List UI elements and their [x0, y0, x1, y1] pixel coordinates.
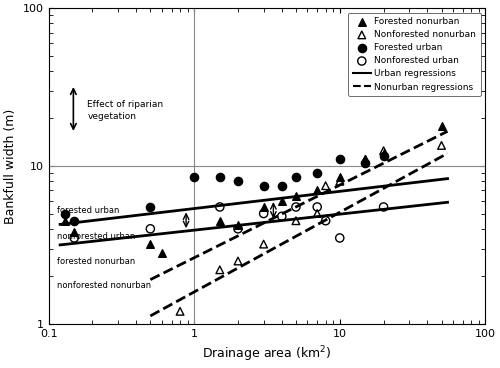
Forested urban: [278, 183, 286, 189]
Forested nonurban: [234, 223, 242, 229]
Nonforested urban: [313, 204, 321, 210]
Nonforested nonurban: [176, 308, 184, 314]
Forested nonurban: [146, 241, 154, 247]
Nonforested nonurban: [362, 156, 370, 162]
Nonforested nonurban: [322, 183, 330, 189]
Nonforested nonurban: [313, 210, 321, 216]
Forested urban: [146, 204, 154, 210]
Forested urban: [260, 183, 268, 189]
Nonforested urban: [70, 235, 78, 241]
Line: Urban regressions: Urban regressions: [60, 178, 448, 224]
Nonforested nonurban: [380, 148, 388, 154]
Forested urban: [313, 170, 321, 176]
Forested nonurban: [292, 192, 300, 198]
Nonforested urban: [336, 235, 344, 241]
Nonurban regressions: [444, 129, 450, 134]
Line: Nonurban regressions: Nonurban regressions: [150, 131, 448, 280]
Nonforested nonurban: [292, 218, 300, 224]
Nonforested urban: [278, 213, 286, 219]
Nonforested urban: [260, 210, 268, 216]
Forested urban: [61, 210, 69, 216]
Forested urban: [292, 174, 300, 180]
Urban regressions: [444, 176, 450, 181]
Forested nonurban: [336, 174, 344, 180]
Forested nonurban: [61, 218, 69, 224]
Nonforested urban: [322, 218, 330, 224]
Text: Effect of riparian
vegetation: Effect of riparian vegetation: [88, 100, 164, 121]
Forested urban: [190, 174, 198, 180]
Forested urban: [362, 160, 370, 166]
Text: forested nonurban: forested nonurban: [58, 256, 136, 265]
Forested nonurban: [380, 151, 388, 156]
Text: forested urban: forested urban: [58, 206, 120, 215]
Legend: Forested nonurban, Nonforested nonurban, Forested urban, Nonforested urban, Urba: Forested nonurban, Nonforested nonurban,…: [348, 13, 481, 96]
Urban regressions: [57, 222, 63, 227]
Nonforested nonurban: [438, 142, 446, 148]
Nonforested nonurban: [260, 241, 268, 247]
Forested nonurban: [313, 187, 321, 193]
Nonforested urban: [216, 204, 224, 210]
Forested nonurban: [260, 204, 268, 210]
Nonforested urban: [146, 226, 154, 232]
Forested nonurban: [70, 229, 78, 235]
Forested nonurban: [362, 156, 370, 162]
Forested urban: [380, 153, 388, 159]
Nonforested urban: [380, 204, 388, 210]
Forested urban: [234, 178, 242, 184]
Forested urban: [216, 174, 224, 180]
Forested urban: [336, 156, 344, 162]
Nonforested urban: [292, 204, 300, 210]
Nonforested nonurban: [336, 178, 344, 184]
Y-axis label: Bankfull width (m): Bankfull width (m): [4, 108, 17, 224]
Nonforested nonurban: [234, 258, 242, 264]
Text: nonforested nonurban: nonforested nonurban: [58, 281, 152, 290]
Forested nonurban: [278, 198, 286, 204]
Forested nonurban: [438, 123, 446, 129]
Forested nonurban: [158, 250, 166, 256]
Text: nonforested urban: nonforested urban: [58, 231, 136, 241]
Nonforested urban: [234, 226, 242, 232]
Forested nonurban: [216, 218, 224, 224]
Nonforested nonurban: [216, 267, 224, 273]
Nonurban regressions: [148, 277, 154, 282]
Forested urban: [70, 218, 78, 224]
X-axis label: Drainage area (km$^2$): Drainage area (km$^2$): [202, 344, 332, 364]
